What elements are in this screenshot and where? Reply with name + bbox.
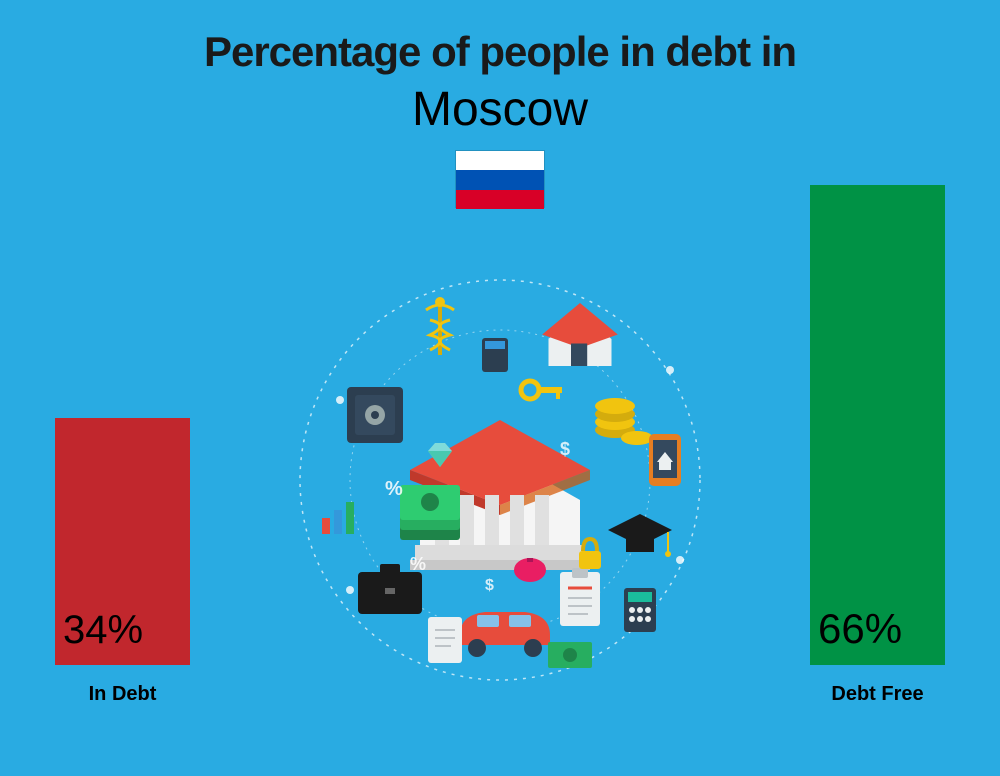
caduceus-icon [426, 297, 454, 355]
bar-in-debt-value: 34% [63, 608, 143, 653]
page-subtitle: Moscow [0, 82, 1000, 137]
calculator-icon [624, 588, 656, 632]
bar-debt-free-label: Debt Free [831, 683, 923, 706]
safe-icon [347, 387, 403, 443]
house-icon [542, 303, 618, 366]
bar-in-debt-wrap: 34% In Debt [55, 418, 190, 706]
svg-text:%: % [385, 478, 403, 500]
flag-stripe-blue [456, 170, 544, 189]
coins-icon [595, 398, 653, 445]
chart-icon [322, 502, 354, 534]
finance-illustration: % % $ $ [280, 260, 720, 700]
svg-text:$: $ [485, 577, 494, 594]
banknote-icon [548, 642, 592, 668]
flag-russia [455, 150, 545, 208]
car-icon [460, 612, 550, 657]
cash-stack-icon [400, 485, 460, 540]
finance-illustration-svg: % % $ $ [280, 260, 720, 700]
bar-debt-free: 66% [810, 185, 945, 665]
graduation-cap-icon [608, 514, 672, 557]
bar-debt-free-value: 66% [818, 605, 902, 653]
calculator-small-icon [482, 338, 508, 372]
bar-debt-free-wrap: 66% Debt Free [810, 185, 945, 706]
key-icon [521, 381, 562, 399]
clipboard-icon [560, 568, 600, 626]
flag-stripe-red [456, 190, 544, 209]
piggy-bank-icon [514, 558, 546, 582]
flag-stripe-white [456, 151, 544, 170]
bar-in-debt-label: In Debt [89, 683, 157, 706]
bar-in-debt: 34% [55, 418, 190, 665]
phone-icon [649, 434, 681, 486]
lock-icon [579, 539, 601, 569]
clipboard2-icon [428, 617, 462, 663]
page-title: Percentage of people in debt in [0, 28, 1000, 76]
svg-text:$: $ [560, 439, 570, 459]
svg-text:%: % [410, 554, 426, 574]
